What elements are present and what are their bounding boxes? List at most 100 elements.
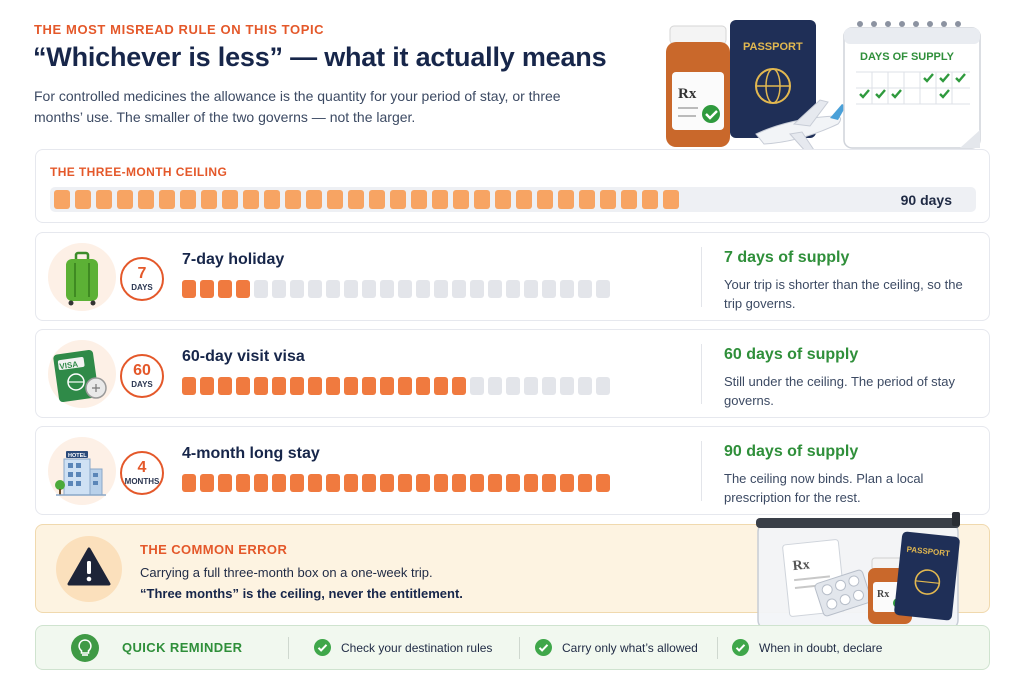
hotel-icon: HOTEL bbox=[48, 437, 116, 505]
filled-segment bbox=[200, 377, 214, 395]
quick-reminder-bar: QUICK REMINDER Check your destination ru… bbox=[35, 625, 990, 670]
empty-segment bbox=[398, 280, 412, 298]
filled-segment bbox=[200, 280, 214, 298]
check-icon bbox=[314, 639, 331, 656]
reminder-item: When in doubt, declare bbox=[759, 641, 883, 655]
scenario-title: 4-month long stay bbox=[182, 445, 320, 462]
error-text: Carrying a full three-month box on a one… bbox=[140, 565, 433, 580]
pill-bottle-icon: Rx bbox=[666, 25, 730, 147]
filled-segment bbox=[488, 474, 502, 492]
empty-segment bbox=[326, 280, 340, 298]
ceiling-segment bbox=[579, 190, 595, 209]
scenario-explanation: The ceiling now binds. Plan a local pres… bbox=[724, 471, 924, 505]
ceiling-segment bbox=[537, 190, 553, 209]
lightbulb-icon bbox=[71, 634, 99, 662]
filled-segment bbox=[380, 377, 394, 395]
ceiling-segment bbox=[285, 190, 301, 209]
divider bbox=[701, 344, 702, 404]
ceiling-segment bbox=[390, 190, 406, 209]
filled-segment bbox=[308, 377, 322, 395]
ceiling-segment bbox=[474, 190, 490, 209]
empty-segment bbox=[344, 280, 358, 298]
empty-segment bbox=[416, 280, 430, 298]
reminder-label: QUICK REMINDER bbox=[122, 640, 243, 655]
empty-segment bbox=[434, 280, 448, 298]
filled-segment bbox=[362, 474, 376, 492]
filled-segment bbox=[398, 377, 412, 395]
filled-segment bbox=[506, 474, 520, 492]
filled-segment bbox=[434, 474, 448, 492]
svg-text:HOTEL: HOTEL bbox=[68, 453, 87, 459]
ceiling-segment bbox=[642, 190, 658, 209]
filled-segment bbox=[452, 377, 466, 395]
ceiling-segment bbox=[138, 190, 154, 209]
filled-segment bbox=[218, 280, 232, 298]
ceiling-segment bbox=[96, 190, 112, 209]
svg-text:VISA: VISA bbox=[59, 360, 79, 372]
progress-segments bbox=[182, 280, 610, 298]
blister-pack-icon bbox=[814, 569, 872, 617]
warning-icon bbox=[56, 536, 122, 602]
svg-text:DAYS OF SUPPLY: DAYS OF SUPPLY bbox=[860, 51, 955, 63]
travel-pouch-illustration: Rx Rx PASSPORT bbox=[756, 512, 960, 631]
divider bbox=[519, 637, 520, 659]
progress-segments bbox=[182, 377, 610, 395]
ceiling-segment bbox=[159, 190, 175, 209]
scenario-card-holiday: 7 DAYS 7-day holiday 7 days of supply Yo… bbox=[35, 232, 990, 321]
filled-segment bbox=[182, 474, 196, 492]
filled-segment bbox=[326, 377, 340, 395]
filled-segment bbox=[236, 377, 250, 395]
scenario-explanation: Your trip is shorter than the ceiling, s… bbox=[724, 277, 963, 311]
filled-segment bbox=[308, 474, 322, 492]
ceiling-segments bbox=[54, 190, 679, 209]
ceiling-segment bbox=[369, 190, 385, 209]
divider bbox=[717, 637, 718, 659]
check-icon bbox=[732, 639, 749, 656]
divider bbox=[288, 637, 289, 659]
passport-icon: PASSPORT bbox=[894, 531, 960, 621]
error-label: THE COMMON ERROR bbox=[140, 542, 288, 557]
filled-segment bbox=[254, 474, 268, 492]
empty-segment bbox=[596, 280, 610, 298]
filled-segment bbox=[326, 474, 340, 492]
scenario-card-visa: VISA 60 DAYS 60-day visit visa 60 days o… bbox=[35, 329, 990, 418]
badge-number: 7 bbox=[137, 265, 147, 282]
ceiling-segment bbox=[411, 190, 427, 209]
empty-segment bbox=[506, 280, 520, 298]
ceiling-segment bbox=[495, 190, 511, 209]
eyebrow: THE MOST MISREAD RULE ON THIS TOPIC bbox=[34, 22, 325, 37]
filled-segment bbox=[182, 377, 196, 395]
filled-segment bbox=[218, 474, 232, 492]
filled-segment bbox=[470, 474, 484, 492]
divider bbox=[701, 247, 702, 307]
scenario-explanation: Still under the ceiling. The period of s… bbox=[724, 374, 956, 408]
badge-number: 4 bbox=[137, 459, 147, 476]
filled-segment bbox=[218, 377, 232, 395]
ceiling-segment bbox=[264, 190, 280, 209]
badge-unit: DAYS bbox=[131, 380, 153, 389]
ceiling-segment bbox=[222, 190, 238, 209]
empty-segment bbox=[524, 377, 538, 395]
empty-segment bbox=[560, 280, 574, 298]
empty-segment bbox=[560, 377, 574, 395]
filled-segment bbox=[344, 474, 358, 492]
badge-number: 60 bbox=[133, 362, 151, 379]
filled-segment bbox=[398, 474, 412, 492]
divider bbox=[701, 441, 702, 501]
ceiling-segment bbox=[558, 190, 574, 209]
reminder-item: Check your destination rules bbox=[341, 641, 493, 655]
scenario-title: 60-day visit visa bbox=[182, 348, 305, 365]
ceiling-segment bbox=[306, 190, 322, 209]
reminder-item: Carry only what’s allowed bbox=[562, 641, 698, 655]
filled-segment bbox=[578, 474, 592, 492]
empty-segment bbox=[524, 280, 538, 298]
ceiling-segment bbox=[453, 190, 469, 209]
ceiling-segment bbox=[663, 190, 679, 209]
ceiling-segment bbox=[432, 190, 448, 209]
ceiling-segment bbox=[243, 190, 259, 209]
empty-segment bbox=[290, 280, 304, 298]
empty-segment bbox=[254, 280, 268, 298]
filled-segment bbox=[344, 377, 358, 395]
filled-segment bbox=[200, 474, 214, 492]
empty-segment bbox=[308, 280, 322, 298]
